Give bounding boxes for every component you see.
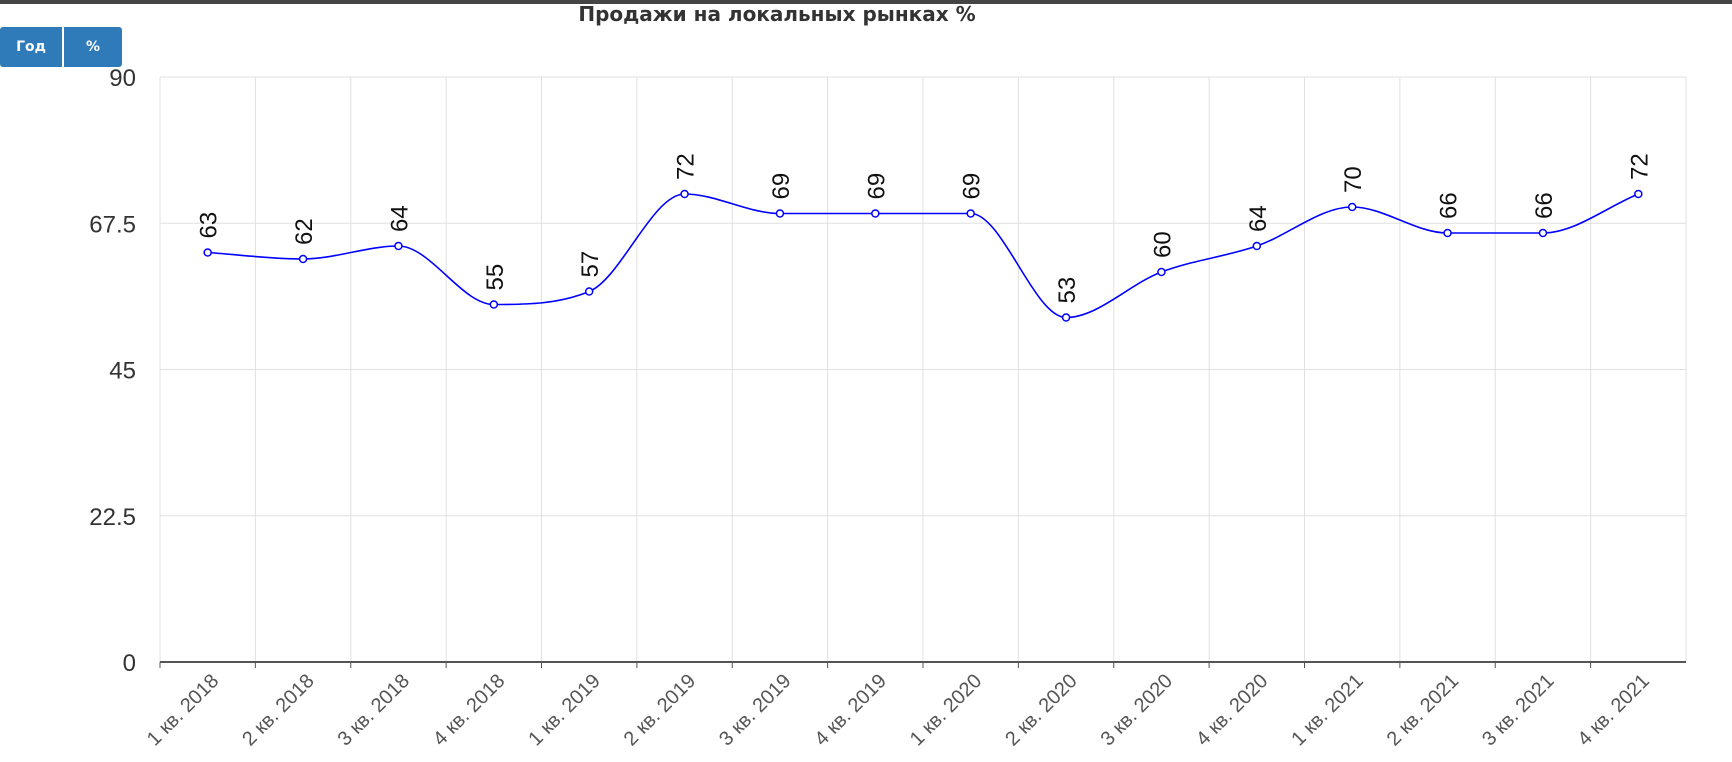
data-point <box>489 300 499 309</box>
data-point <box>680 189 689 199</box>
data-point <box>1157 267 1166 277</box>
x-tick-label: 2 кв. 2018 <box>238 670 318 750</box>
x-tick-label: 4 кв. 2020 <box>1192 670 1272 750</box>
data-label: 60 <box>1149 231 1176 258</box>
data-point <box>1347 202 1357 212</box>
series-line <box>207 193 1639 319</box>
y-tick-label: 67.5 <box>89 211 136 238</box>
x-tick-label: 1 кв. 2018 <box>143 670 223 750</box>
x-tick-label: 3 кв. 2021 <box>1478 670 1558 750</box>
data-label: 55 <box>482 264 509 291</box>
data-label: 53 <box>1054 277 1081 304</box>
data-label: 64 <box>1245 205 1272 232</box>
year-button[interactable]: Год <box>0 27 64 67</box>
x-tick-label: 1 кв. 2020 <box>906 670 986 750</box>
y-tick-label: 45 <box>109 358 136 385</box>
y-tick-label: 90 <box>109 65 136 92</box>
x-tick-label: 3 кв. 2020 <box>1097 670 1177 750</box>
data-point <box>1538 228 1548 238</box>
data-label: 57 <box>577 251 604 278</box>
data-point <box>1252 241 1262 251</box>
data-label: 66 <box>1436 192 1463 219</box>
data-label: 72 <box>1626 153 1653 180</box>
data-point <box>584 287 594 296</box>
data-label: 62 <box>291 218 318 245</box>
data-point <box>1443 228 1452 238</box>
top-border <box>0 0 1732 4</box>
data-point <box>871 209 880 218</box>
y-tick-labels: 0 22.5 45 67.5 90 <box>89 65 136 677</box>
data-point <box>1634 189 1643 199</box>
x-tick-label: 2 кв. 2021 <box>1383 670 1463 750</box>
data-point <box>298 254 308 264</box>
axes <box>159 661 1686 668</box>
y-tick-label: 0 <box>123 650 136 677</box>
x-tick-label: 4 кв. 2021 <box>1573 670 1653 750</box>
x-tick-label: 3 кв. 2018 <box>334 670 414 750</box>
y-tick-label: 22.5 <box>89 504 136 531</box>
x-tick-label: 2 кв. 2019 <box>620 670 700 750</box>
data-label: 69 <box>863 173 890 200</box>
x-tick-label: 3 кв. 2019 <box>715 670 795 750</box>
x-tick-label: 1 кв. 2019 <box>524 670 604 750</box>
chart-title: Продажи на локальных рынках % <box>578 2 976 26</box>
x-tick-label: 2 кв. 2020 <box>1001 670 1081 750</box>
x-tick-label: 4 кв. 2018 <box>429 670 509 750</box>
x-tick-labels: 1 кв. 2018 2 кв. 2018 3 кв. 2018 4 кв. 2018… <box>143 670 1654 750</box>
data-labels: 63 62 64 55 57 72 69 69 69 53 60 64 70 66 66 72 <box>196 153 1654 303</box>
data-point <box>203 248 212 257</box>
data-label: 69 <box>768 173 795 200</box>
data-points <box>203 189 1643 322</box>
data-label: 70 <box>1340 166 1367 193</box>
data-label: 63 <box>196 212 223 239</box>
view-toggle-group: Год % <box>0 27 122 67</box>
percent-button[interactable]: % <box>64 27 122 67</box>
data-label: 69 <box>959 173 986 200</box>
data-point <box>1061 313 1071 322</box>
grid-lines <box>159 76 1687 662</box>
x-tick-label: 1 кв. 2021 <box>1287 670 1367 750</box>
data-point <box>966 209 975 218</box>
x-tick-label: 4 кв. 2019 <box>810 670 890 750</box>
data-point <box>394 241 403 251</box>
data-label: 66 <box>1531 192 1558 219</box>
data-label: 64 <box>386 205 413 232</box>
data-point <box>775 209 785 218</box>
data-label: 72 <box>673 153 700 180</box>
